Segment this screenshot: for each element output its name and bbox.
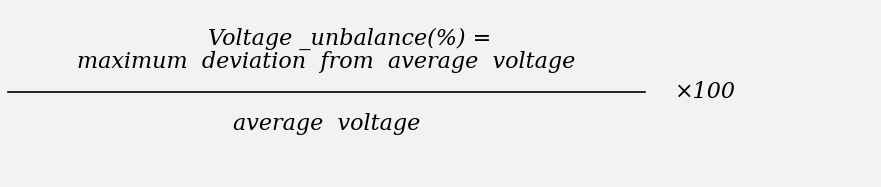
Text: maximum  deviation  from  average  voltage: maximum deviation from average voltage <box>78 51 575 73</box>
Text: Voltage _unbalance(%) =: Voltage _unbalance(%) = <box>209 28 492 50</box>
Text: average  voltage: average voltage <box>233 113 420 135</box>
Text: ×100: ×100 <box>675 81 736 103</box>
